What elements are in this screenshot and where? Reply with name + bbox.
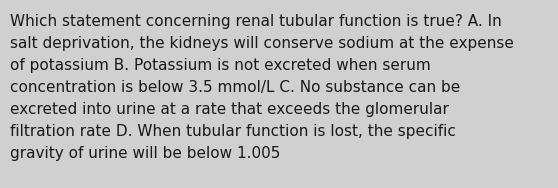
Text: salt deprivation, the kidneys will conserve sodium at the expense: salt deprivation, the kidneys will conse… (10, 36, 514, 51)
Text: of potassium B. Potassium is not excreted when serum: of potassium B. Potassium is not excrete… (10, 58, 431, 73)
Text: concentration is below 3.5 mmol/L C. No substance can be: concentration is below 3.5 mmol/L C. No … (10, 80, 460, 95)
Text: excreted into urine at a rate that exceeds the glomerular: excreted into urine at a rate that excee… (10, 102, 449, 117)
Text: gravity of urine will be below 1.005: gravity of urine will be below 1.005 (10, 146, 280, 161)
Text: filtration rate D. When tubular function is lost, the specific: filtration rate D. When tubular function… (10, 124, 456, 139)
Text: Which statement concerning renal tubular function is true? A. In: Which statement concerning renal tubular… (10, 14, 502, 29)
